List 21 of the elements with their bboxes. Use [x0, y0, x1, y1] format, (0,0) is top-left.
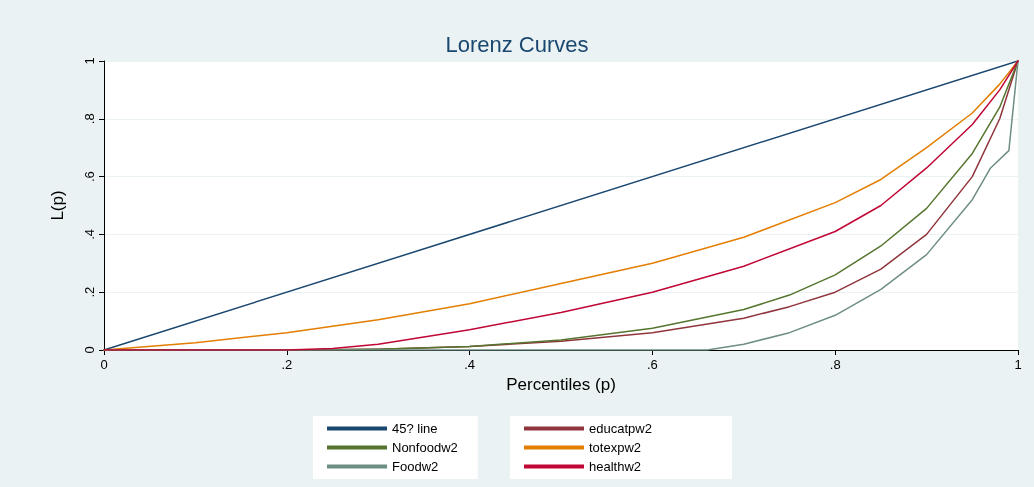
x-tick-label: .4	[464, 357, 476, 372]
legend-label: Foodw2	[392, 459, 439, 474]
chart-title: Lorenz Curves	[445, 31, 589, 57]
y-tick-label: 1	[82, 57, 97, 65]
x-tick-label: .2	[281, 357, 293, 372]
x-tick-label: .8	[829, 357, 841, 372]
y-tick-label: 0	[82, 346, 97, 354]
x-axis-title: Percentiles (p)	[506, 374, 616, 394]
y-tick-label: .6	[82, 171, 97, 183]
x-tick-label: 0	[100, 357, 108, 372]
x-tick-label: .6	[646, 357, 658, 372]
legend-label: healthw2	[589, 459, 642, 474]
legend-label: totexpw2	[589, 440, 642, 455]
legend-label: educatpw2	[589, 421, 652, 436]
y-tick-label: .2	[82, 286, 97, 298]
x-tick-label: 1	[1014, 357, 1022, 372]
legend-label: 45? line	[392, 421, 438, 436]
legend-label: Nonfoodw2	[392, 440, 458, 455]
y-tick-label: .4	[82, 228, 97, 240]
y-tick-label: .8	[82, 113, 97, 125]
y-axis-title: L(p)	[48, 190, 67, 221]
